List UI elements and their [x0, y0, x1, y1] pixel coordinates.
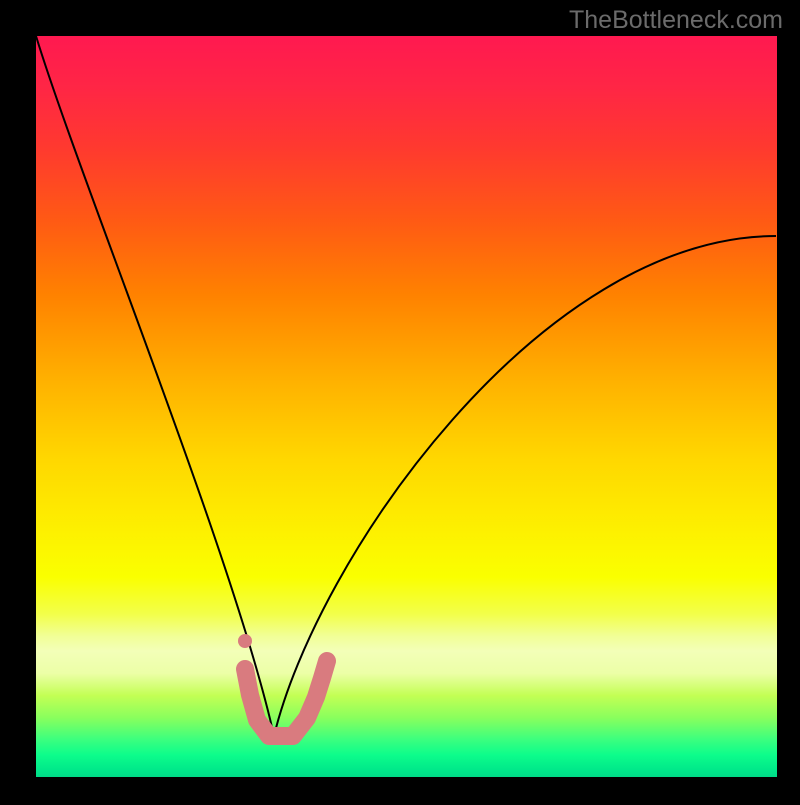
bottleneck-chart [0, 0, 800, 805]
watermark-text: TheBottleneck.com [569, 6, 783, 35]
